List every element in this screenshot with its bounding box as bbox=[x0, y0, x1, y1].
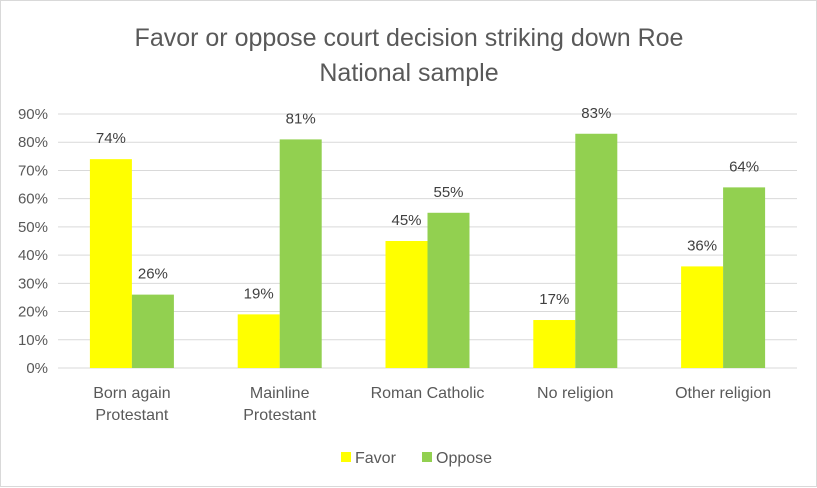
data-label-oppose-0: 26% bbox=[138, 266, 168, 283]
data-label-favor-4: 36% bbox=[687, 237, 717, 254]
chart-title: Favor or oppose court decision striking … bbox=[135, 24, 684, 52]
y-tick-label-30: 30% bbox=[18, 275, 48, 292]
y-tick-label-0: 0% bbox=[26, 360, 48, 377]
data-label-oppose-1: 81% bbox=[286, 110, 316, 127]
legend-swatch-oppose bbox=[422, 452, 432, 462]
y-tick-label-80: 80% bbox=[18, 134, 48, 151]
y-tick-label-10: 10% bbox=[18, 332, 48, 349]
y-tick-label-50: 50% bbox=[18, 219, 48, 236]
data-label-favor-2: 45% bbox=[391, 212, 421, 229]
category-label-0-0: Born again bbox=[93, 385, 170, 402]
y-tick-label-90: 90% bbox=[18, 106, 48, 123]
bar-favor-1 bbox=[237, 314, 280, 368]
category-label-3-0: No religion bbox=[537, 385, 613, 402]
category-label-0-1: Protestant bbox=[95, 407, 168, 424]
chart-subtitle: National sample bbox=[319, 59, 498, 87]
bar-favor-2 bbox=[385, 241, 428, 368]
legend-label-favor: Favor bbox=[355, 450, 397, 467]
category-label-2-0: Roman Catholic bbox=[371, 385, 485, 402]
bar-oppose-1 bbox=[279, 139, 322, 368]
data-label-oppose-2: 55% bbox=[433, 184, 463, 201]
category-label-1-1: Protestant bbox=[243, 407, 316, 424]
data-label-oppose-4: 64% bbox=[729, 158, 759, 175]
bar-oppose-0 bbox=[131, 294, 174, 368]
bar-oppose-2 bbox=[427, 212, 470, 368]
category-label-1-0: Mainline bbox=[250, 385, 310, 402]
bar-favor-3 bbox=[533, 320, 576, 368]
data-label-favor-3: 17% bbox=[539, 291, 569, 308]
data-label-favor-0: 74% bbox=[96, 130, 126, 147]
y-tick-label-70: 70% bbox=[18, 162, 48, 179]
y-axis-ticks: 0% 10% 20% 30% 40% 50% 60% 70% 80% 90% bbox=[18, 106, 48, 377]
bar-oppose-3 bbox=[575, 133, 618, 368]
legend: Favor Oppose bbox=[341, 450, 492, 467]
bars bbox=[89, 133, 766, 368]
legend-swatch-favor bbox=[341, 452, 351, 462]
y-tick-label-60: 60% bbox=[18, 191, 48, 208]
bar-favor-4 bbox=[681, 266, 724, 368]
bar-oppose-4 bbox=[723, 187, 766, 368]
category-label-4-0: Other religion bbox=[675, 385, 771, 402]
data-label-favor-1: 19% bbox=[244, 285, 274, 302]
x-axis-categories: Born again Protestant Mainline Protestant Ro… bbox=[93, 385, 771, 424]
data-label-oppose-3: 83% bbox=[581, 105, 611, 122]
data-labels: 74% 26% 19% 81% 45% 55% 17% 83% 36% 64% bbox=[96, 105, 759, 308]
legend-label-oppose: Oppose bbox=[436, 450, 492, 467]
y-tick-label-40: 40% bbox=[18, 247, 48, 264]
bar-favor-0 bbox=[89, 159, 132, 368]
y-tick-label-20: 20% bbox=[18, 304, 48, 321]
